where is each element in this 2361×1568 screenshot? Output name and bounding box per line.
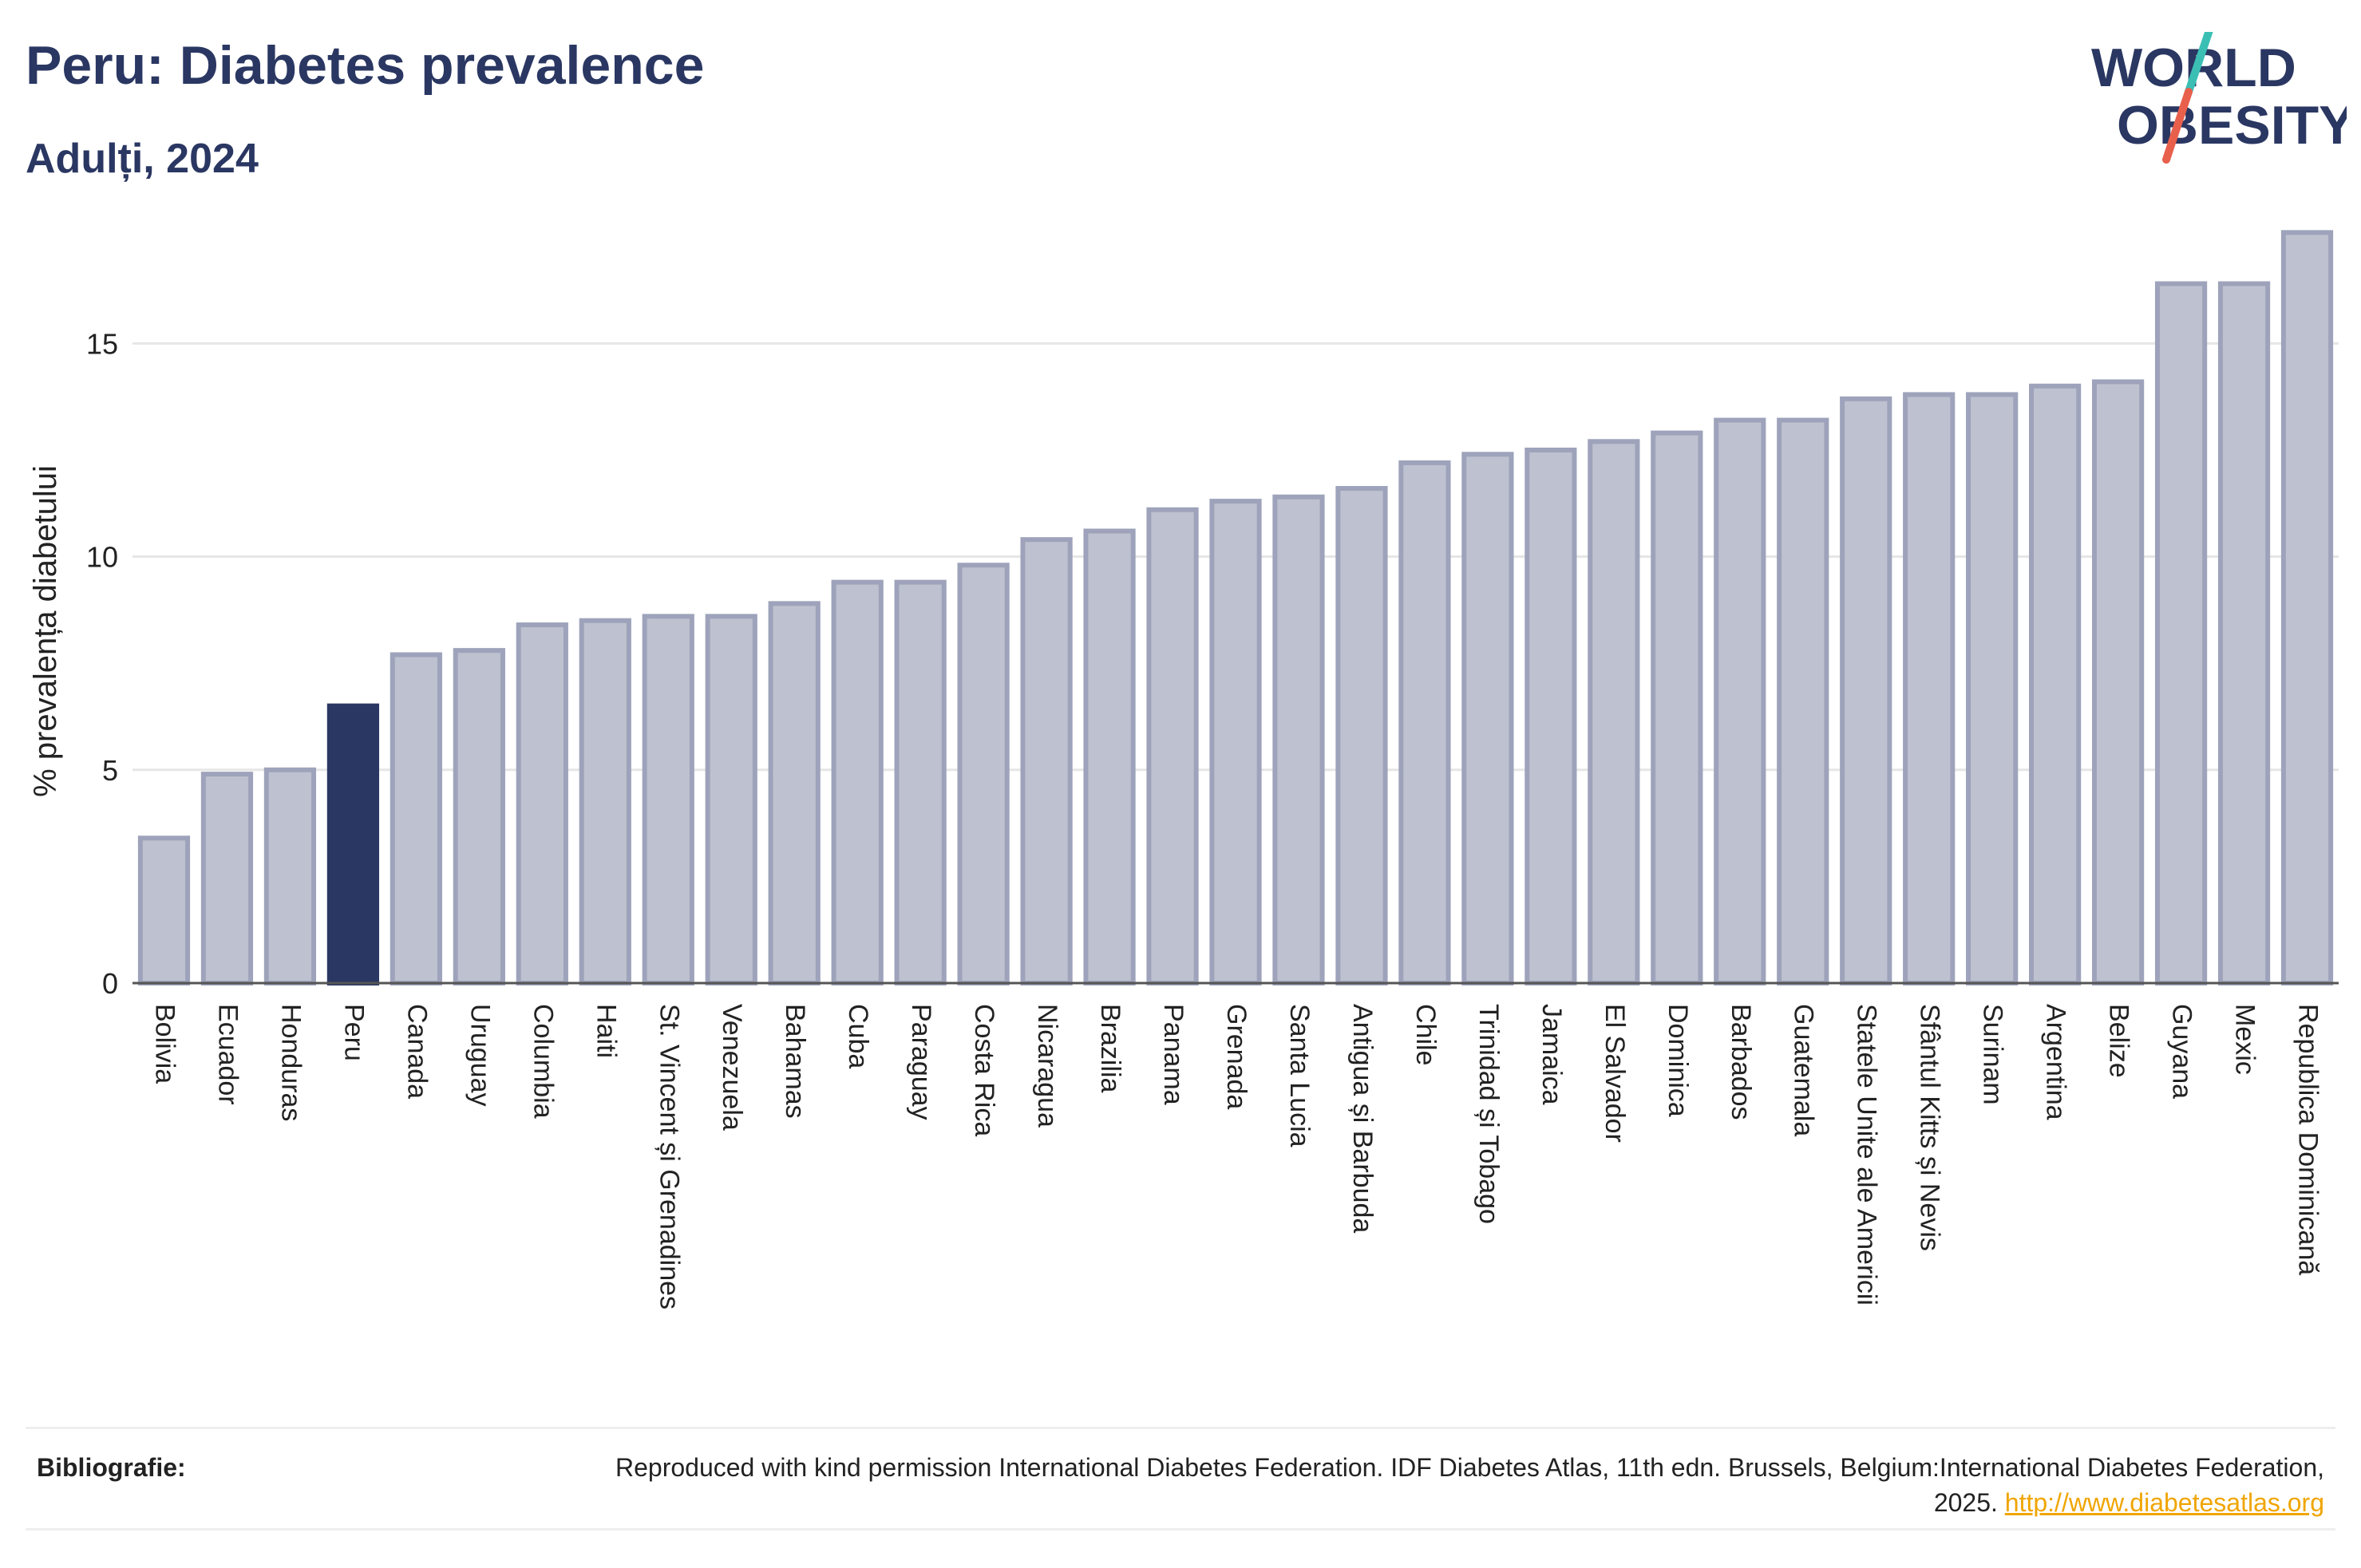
logo-slash-red [2162, 88, 2193, 164]
x-tick-label: Mexic [2230, 1004, 2260, 1075]
bar-chart: 0 5 10 15 Bolivia Ecuador Honduras Peru Canada Ur… [28, 230, 2339, 1309]
footer-label: Bibliografie: [37, 1453, 186, 1482]
x-tick-label: Peru [338, 1004, 369, 1061]
bar-ecuador [200, 772, 254, 985]
bar-sf-ntul-kitts-i-nevis [1903, 392, 1956, 985]
x-tick-label: Dominica [1663, 1004, 1693, 1117]
bar-belize [2091, 379, 2145, 985]
x-tick-label: Honduras [275, 1004, 306, 1121]
bar-cuba [831, 579, 884, 985]
bar-columbia [516, 622, 568, 985]
x-tick-label: Belize [2104, 1004, 2134, 1078]
footer-link[interactable]: http://www.diabetesatlas.org [2004, 1488, 2324, 1517]
bar-dominica [1651, 430, 1703, 985]
x-tick-label: Nicaragua [1032, 1004, 1062, 1128]
y-tick-label: 15 [86, 327, 118, 360]
logo-slash-teal [2185, 32, 2213, 96]
x-tick-label: Columbia [528, 1004, 558, 1119]
x-tick-label: Statele Unite ale Americii [1852, 1004, 1882, 1305]
bar-guyana [2154, 281, 2208, 985]
bar-antigua-i-barbuda [1335, 486, 1388, 985]
logo-line2: OBESITY [2117, 95, 2347, 156]
x-tick-label: Republica Dominicană [2293, 1004, 2323, 1275]
y-tick-label: 5 [102, 754, 118, 787]
x-tick-label: Guyana [2167, 1004, 2197, 1099]
page-subtitle: Adulți, 2024 [26, 136, 259, 182]
x-tick-label: Uruguay [465, 1004, 495, 1107]
bar-surinam [1966, 392, 2019, 985]
footer-text: Reproduced with kind permission Internat… [568, 1450, 2324, 1520]
footer-citation: Reproduced with kind permission Internat… [615, 1453, 2324, 1517]
x-tick-label: Bolivia [149, 1004, 180, 1084]
x-tick-label: Cuba [843, 1004, 873, 1068]
x-tick-label: Santa Lucia [1284, 1004, 1315, 1147]
x-tick-label: Barbados [1726, 1004, 1756, 1120]
x-tick-label: Bahamas [780, 1004, 810, 1119]
bar-argentina [2029, 383, 2082, 985]
y-tick-label: 10 [86, 541, 118, 574]
y-tick-label: 0 [102, 967, 118, 1000]
x-tick-label: Trinidad și Tobago [1473, 1004, 1504, 1224]
bar-santa-lucia [1272, 494, 1325, 985]
bar-uruguay [453, 648, 505, 986]
bar-guatemala [1777, 417, 1829, 985]
bar-st-vincent-i-grenadines [642, 614, 694, 986]
bar-trinidad-i-tobago [1461, 452, 1514, 985]
bar-barbados [1714, 417, 1766, 985]
x-tick-label: Venezuela [717, 1004, 747, 1131]
x-tick-label: Costa Rica [969, 1004, 999, 1136]
x-tick-label: Surinam [1978, 1004, 2008, 1105]
bar-panama [1146, 507, 1199, 985]
bar-nicaragua [1020, 537, 1073, 985]
bars-layer [137, 230, 2334, 986]
bar-paraguay [894, 579, 947, 985]
page-title: Peru: Diabetes prevalence [26, 35, 705, 96]
bar-mexic [2217, 281, 2271, 985]
x-tick-label: Canada [401, 1004, 432, 1099]
footer: Bibliografie: Reproduced with kind permi… [26, 1427, 2335, 1530]
x-tick-label: Panama [1158, 1004, 1188, 1105]
bar-jamaica [1525, 447, 1577, 985]
bar-grenada [1209, 499, 1262, 985]
x-tick-label: Grenada [1221, 1004, 1252, 1109]
world-obesity-logo: WORLD OBESITY [2091, 32, 2347, 164]
x-tick-label: Argentina [2041, 1004, 2071, 1120]
x-tick-label: Ecuador [212, 1004, 243, 1105]
axis-layer: 0 5 10 15 Bolivia Ecuador Honduras Peru Canada Ur… [86, 327, 2339, 1309]
bar-peru [326, 703, 380, 985]
bar-statele-unite-ale-americii [1840, 396, 1892, 985]
x-tick-label: Chile [1410, 1004, 1441, 1065]
bar-canada [390, 652, 442, 985]
bar-costa-rica [957, 563, 1010, 985]
bar-brazilia [1083, 528, 1136, 985]
x-tick-label: Brazilia [1095, 1004, 1125, 1093]
bar-bahamas [768, 601, 821, 985]
bar-haiti [579, 618, 631, 985]
bar-chile [1398, 460, 1451, 985]
x-tick-label: Guatemala [1789, 1004, 1819, 1136]
bar-honduras [263, 767, 317, 985]
x-tick-label: Paraguay [906, 1004, 936, 1120]
bar-bolivia [137, 835, 191, 986]
x-tick-label: St. Vincent și Grenadines [654, 1004, 684, 1309]
bar-venezuela [705, 614, 757, 986]
x-tick-label: Sfântul Kitts și Nevis [1915, 1004, 1945, 1251]
x-tick-label: El Salvador [1600, 1004, 1630, 1143]
y-axis-label: % prevalența diabetului [28, 465, 63, 797]
bar-republica-dominican- [2280, 230, 2334, 985]
x-tick-label: Haiti [591, 1004, 621, 1058]
bar-el-salvador [1588, 439, 1640, 985]
x-tick-label: Jamaica [1536, 1004, 1567, 1105]
x-tick-label: Antigua și Barbuda [1347, 1004, 1378, 1233]
